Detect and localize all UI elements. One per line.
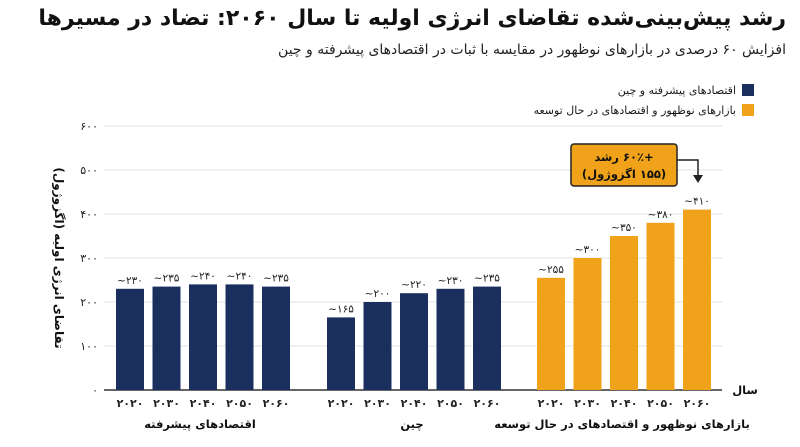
bar [225,284,254,390]
x-tick-label: ۲۰۵۰ [226,397,253,410]
data-label: ~۲۰۰ [365,288,391,300]
legend-swatch-emerging [742,104,754,116]
data-label: ~۱۶۵ [328,303,354,315]
bar [189,284,217,390]
data-label: ~۲۵۵ [538,264,564,276]
legend-item-emerging: بازارهای نوظهور و اقتصادهای در حال توسعه [534,100,754,120]
legend-label-emerging: بازارهای نوظهور و اقتصادهای در حال توسعه [533,103,736,117]
y-tick-label: ۰ [92,384,98,397]
bar [473,286,501,390]
data-label: ~۳۸۰ [648,209,674,221]
x-axis-label: سال [732,383,758,397]
data-label: ~۲۳۵ [474,273,500,285]
y-axis-label: تقاضای انرژی اولیه (اگزوژول) [51,167,66,348]
bar [646,222,675,390]
x-tick-label: ۲۰۵۰ [647,397,674,410]
data-label: ~۲۳۵ [154,273,180,285]
x-tick-label: ۲۰۳۰ [153,397,180,410]
growth-annotation-line2: (۱۵۵ اگزوژول) [582,167,666,182]
annotation-arrow-head [693,175,703,183]
bar [610,236,638,390]
bar [327,317,355,390]
x-tick-label: ۲۰۵۰ [437,397,464,410]
x-tick-label: ۲۰۳۰ [364,397,391,410]
annotation-arrow-line [677,159,699,176]
group-label: چین [400,417,423,431]
y-tick-label: ۵۰۰ [80,164,98,177]
y-tick-label: ۳۰۰ [80,252,98,265]
x-tick-label: ۲۰۶۰ [474,397,501,410]
data-label: ~۴۱۰ [684,196,710,208]
bar [262,286,290,390]
chart-subtitle: افزایش ۶۰ درصدی در بازارهای نوظهور در مق… [278,42,786,58]
growth-annotation-line1: +۶۰٪ رشد [594,150,653,164]
y-tick-label: ۶۰۰ [80,120,98,133]
bar [683,209,711,390]
bar [116,288,144,390]
data-label: ~۲۴۰ [227,270,253,282]
x-tick-label: ۲۰۴۰ [401,397,428,410]
legend-label-advanced: اقتصادهای پیشرفته و چین [617,83,736,97]
y-tick-label: ۱۰۰ [80,340,98,353]
data-label: ~۲۳۵ [263,273,289,285]
legend-swatch-advanced [742,84,754,96]
y-tick-label: ۴۰۰ [80,208,98,221]
x-tick-label: ۲۰۶۰ [684,397,711,410]
x-tick-label: ۲۰۲۰ [538,397,565,410]
growth-annotation-box [570,143,678,187]
bar [573,258,602,390]
data-label: ~۲۴۰ [190,270,216,282]
chart-title: رشد پیش‌بینی‌شده تقاضای انرژی اولیه تا س… [38,6,786,31]
legend-item-advanced: اقتصادهای پیشرفته و چین [534,80,754,100]
data-label: ~۳۰۰ [575,244,601,256]
data-label: ~۲۳۰ [438,275,464,287]
bar [400,293,428,390]
x-tick-label: ۲۰۶۰ [263,397,290,410]
x-tick-label: ۲۰۲۰ [117,397,144,410]
group-label: بازارهای نوظهور و اقتصادهای در حال توسعه [494,417,750,432]
bar [363,302,392,390]
x-tick-label: ۲۰۳۰ [574,397,601,410]
data-label: ~۲۳۰ [117,275,143,287]
bar [537,277,565,390]
legend: اقتصادهای پیشرفته و چین بازارهای نوظهور … [534,80,754,120]
x-tick-label: ۲۰۲۰ [328,397,355,410]
data-label: ~۳۵۰ [611,222,637,234]
x-tick-label: ۲۰۴۰ [190,397,217,410]
x-tick-label: ۲۰۴۰ [611,397,638,410]
bar [436,288,465,390]
data-label: ~۲۲۰ [401,279,427,291]
group-label: اقتصادهای پیشرفته [144,417,256,431]
y-tick-label: ۲۰۰ [80,296,98,309]
bar [152,286,181,390]
